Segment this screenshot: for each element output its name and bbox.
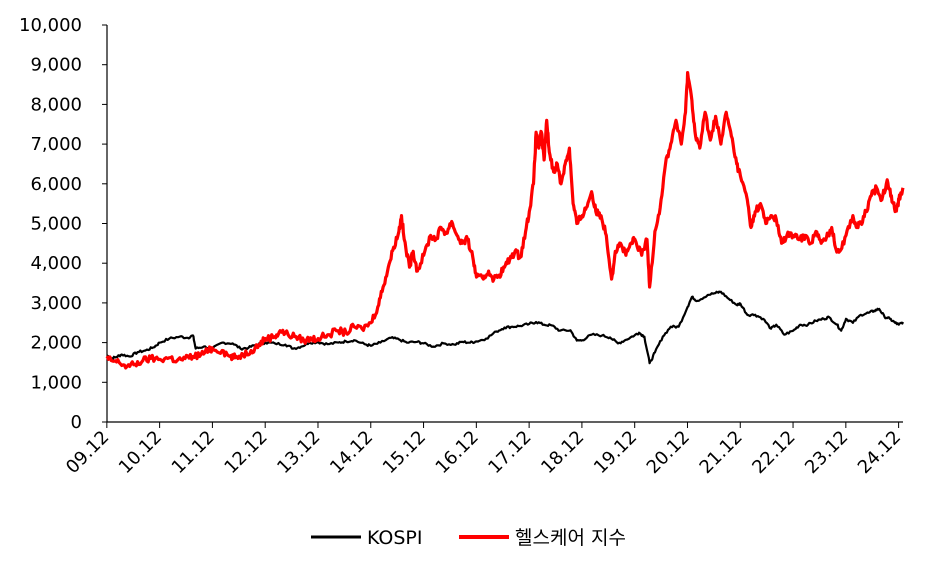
x-tick-label: 17.12 [484, 427, 535, 478]
x-tick-label: 09.12 [62, 427, 113, 478]
y-tick-label: 7,000 [30, 134, 82, 155]
x-tick-label: 22.12 [748, 427, 799, 478]
y-tick-label: 10,000 [19, 15, 82, 36]
y-tick-label: 6,000 [30, 174, 82, 195]
x-tick-label: 12.12 [220, 427, 271, 478]
legend-label-kospi: KOSPI [367, 527, 423, 549]
y-axis: 0 1,000 2,000 3,000 4,000 5,000 6,000 7,000 8,00… [19, 15, 108, 433]
legend-label-healthcare: 헬스케어 지수 [515, 527, 626, 549]
y-tick-label: 1,000 [30, 372, 82, 393]
y-tick-label: 0 [71, 412, 82, 433]
x-tick-label: 23.12 [801, 427, 852, 478]
legend: KOSPI 헬스케어 지수 [311, 527, 626, 549]
series-line-healthcare [105, 71, 905, 370]
x-tick-label: 14.12 [326, 427, 377, 478]
y-tick-label: 9,000 [30, 55, 82, 76]
x-tick-label: 18.12 [537, 427, 588, 478]
series-layer [105, 71, 905, 370]
y-tick-label: 3,000 [30, 293, 82, 314]
y-tick-label: 4,000 [30, 253, 82, 274]
x-axis: 09.12 10.12 11.12 12.12 13.12 14.12 15.12 16.12… [62, 421, 905, 478]
x-tick-label: 16.12 [432, 427, 483, 478]
y-tick-label: 8,000 [30, 94, 82, 115]
x-tick-label: 19.12 [590, 427, 641, 478]
series-line-kospi [106, 290, 904, 365]
y-tick-label: 2,000 [30, 333, 82, 354]
x-tick-label: 20.12 [643, 427, 694, 478]
x-tick-label: 21.12 [696, 427, 747, 478]
x-tick-label: 13.12 [273, 427, 324, 478]
x-tick-label: 10.12 [115, 427, 166, 478]
x-tick-label: 15.12 [379, 427, 430, 478]
y-tick-label: 5,000 [30, 214, 82, 235]
x-tick-label: 24.12 [854, 427, 905, 478]
x-tick-label: 11.12 [168, 427, 219, 478]
